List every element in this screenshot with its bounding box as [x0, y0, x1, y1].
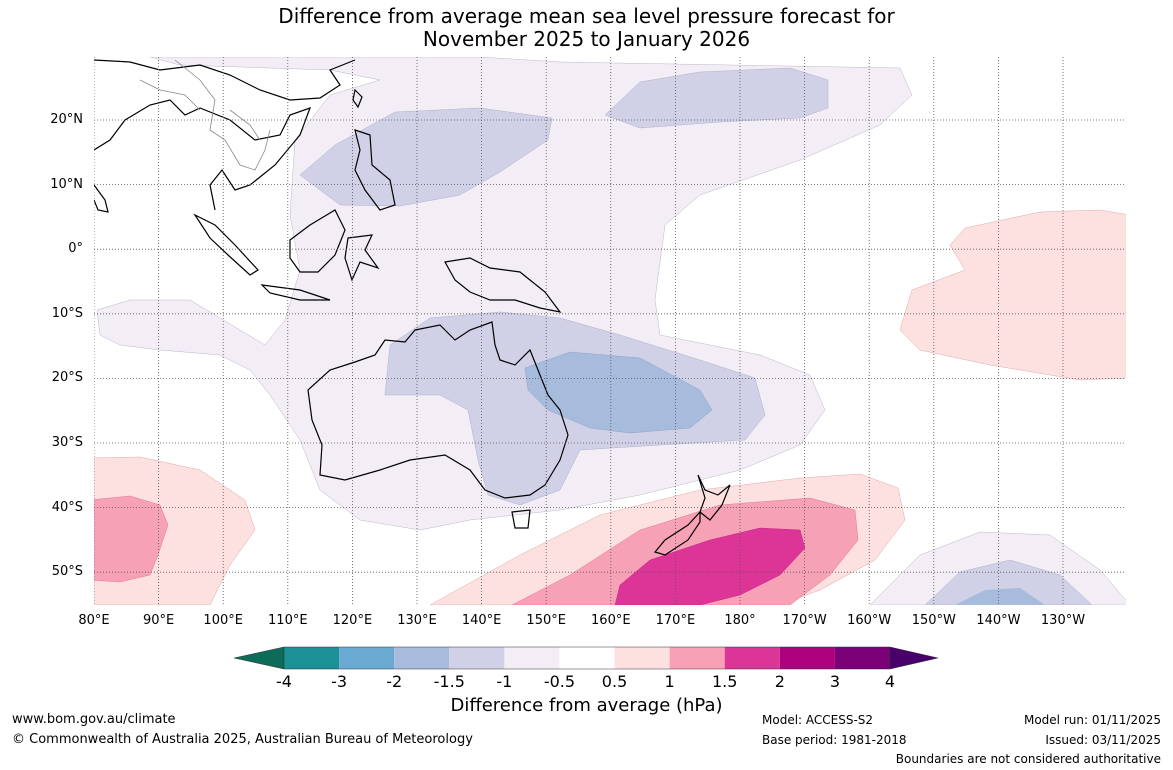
latitude-label: 10°S — [51, 305, 83, 321]
colorbar-swatch — [614, 647, 670, 669]
longitude-label: 130°E — [397, 613, 437, 628]
model-name: Model: ACCESS-S2 — [762, 713, 874, 727]
website-link[interactable]: www.bom.gov.au/climate — [12, 712, 176, 727]
longitude-label: 130°W — [1040, 613, 1086, 628]
colorbar — [233, 646, 939, 670]
model-run-date: Model run: 01/11/2025 — [1023, 713, 1161, 727]
colorbar-swatch — [394, 647, 450, 669]
longitude-label: 180° — [724, 613, 756, 628]
colorbar-label: Difference from average (hPa) — [450, 695, 723, 716]
philippines-coast — [354, 129, 396, 211]
colorbar-swatch — [834, 647, 890, 669]
anomaly-minus-1-region-southeast-inner — [924, 559, 1093, 605]
java-coast — [260, 284, 331, 301]
mainland-asia-coast — [94, 59, 356, 211]
latitude-label: 20°S — [51, 370, 83, 386]
colorbar-tick-label: -1.5 — [433, 672, 465, 691]
colorbar-tick-label: 0.5 — [601, 672, 628, 691]
boundaries-disclaimer: Boundaries are not considered authoritat… — [895, 752, 1161, 766]
issued-date: Issued: 03/11/2025 — [1045, 733, 1161, 747]
colorbar-tick-label: -2 — [386, 672, 403, 691]
sulawesi-coast — [344, 234, 380, 282]
taiwan-coast — [352, 88, 363, 109]
latitude-label: 20°N — [50, 112, 83, 127]
latitude-label: 10°N — [50, 176, 83, 192]
country-borders — [139, 59, 271, 171]
colorbar-tick-label: 1.5 — [711, 672, 738, 691]
tasmania-coast — [511, 509, 531, 529]
latitude-label: 30°S — [51, 435, 83, 450]
new-guinea-coast — [444, 257, 562, 313]
base-period: Base period: 1981-2018 — [762, 733, 907, 747]
copyright-text: © Commonwealth of Australia 2025, Austra… — [12, 732, 473, 747]
anomaly-plus-1-region-west — [94, 495, 169, 583]
colorbar-min-extend — [233, 646, 285, 670]
longitude-label: 140°E — [461, 613, 502, 628]
colorbar-tick-label: 4 — [884, 672, 896, 691]
sumatra-coast — [193, 213, 259, 276]
colorbar-swatch — [449, 647, 505, 669]
longitude-label: 80°E — [78, 613, 110, 628]
colorbar-swatch — [724, 647, 780, 669]
longitude-label: 150°W — [911, 613, 956, 628]
longitude-label: 160°W — [847, 613, 892, 628]
anomaly-minus-1.5-region-southeast — [955, 588, 1045, 605]
colorbar-max-extend — [889, 646, 939, 670]
longitude-label: 140°W — [976, 613, 1021, 628]
anomaly-minus-1-region-pacific — [604, 67, 829, 129]
longitude-label: 170°W — [782, 613, 827, 628]
latitude-label: 50°S — [51, 564, 83, 580]
map-title-line2: November 2025 to January 2026 — [422, 27, 751, 51]
longitude-label: 110°E — [268, 613, 308, 628]
colorbar-swatch — [339, 647, 395, 669]
australia-coast — [307, 321, 569, 499]
colorbar-tick-label: 2 — [774, 672, 785, 691]
longitude-label: 150°E — [526, 613, 566, 628]
coastlines — [94, 59, 731, 556]
colorbar-swatch — [284, 647, 340, 669]
longitude-label: 160°E — [591, 613, 631, 628]
anomaly-minus-1.5-region — [524, 351, 713, 434]
longitude-label: 100°E — [203, 613, 243, 628]
colorbar-tick-label: -1 — [496, 672, 513, 691]
colorbar-tick-label: -4 — [276, 672, 292, 691]
colorbar-swatch — [779, 647, 835, 669]
colorbar-swatch — [669, 647, 725, 669]
gridlines — [94, 57, 1126, 605]
map-title-line1: Difference from average mean sea level p… — [278, 4, 895, 28]
borneo-coast — [289, 209, 346, 273]
anomaly-plus-1.5-region — [614, 527, 806, 605]
colorbar-swatch — [504, 647, 560, 669]
india-south-coast — [94, 184, 109, 213]
colorbar-tick-label: -0.5 — [543, 672, 576, 691]
colorbar-tick-label: -3 — [331, 672, 348, 691]
longitude-label: 170°E — [655, 613, 696, 628]
longitude-label: 90°E — [142, 613, 175, 628]
new-zealand-south-coast — [653, 510, 701, 556]
anomaly-plus-0.5-region-east — [899, 209, 1126, 381]
latitude-label: 0° — [68, 241, 83, 257]
colorbar-tick-label: 3 — [829, 672, 840, 691]
colorbar-swatch — [559, 647, 615, 669]
latitude-label: 40°S — [51, 499, 83, 515]
new-zealand-north-coast — [697, 474, 731, 521]
colorbar-tick-label: 1 — [664, 672, 675, 691]
longitude-label: 120°E — [332, 613, 373, 628]
